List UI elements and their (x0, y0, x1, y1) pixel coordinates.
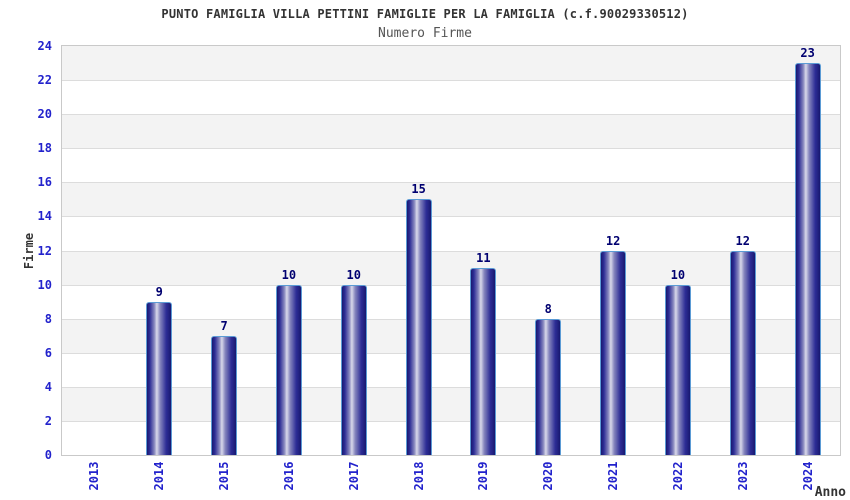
gridline (62, 250, 840, 252)
chart-title: PUNTO FAMIGLIA VILLA PETTINI FAMIGLIE PE… (161, 7, 689, 21)
plot-band (62, 420, 840, 455)
bar (664, 284, 691, 455)
gridline (62, 216, 840, 218)
x-tick-label: 2021 (606, 461, 621, 491)
bar-value-label: 11 (476, 250, 491, 265)
gridline (62, 182, 840, 184)
bar-value-label: 10 (670, 267, 686, 282)
plot-band (62, 352, 840, 387)
y-tick-label: 8 (44, 311, 52, 326)
bar (146, 301, 173, 455)
y-tick-label: 20 (37, 107, 52, 122)
gridline (62, 386, 840, 388)
gridline (62, 114, 840, 116)
y-tick-label: 12 (37, 243, 52, 258)
plot-band (62, 114, 840, 149)
plot-band (62, 250, 840, 285)
bar-value-label: 12 (605, 233, 621, 248)
plot-band (62, 216, 840, 251)
gridline (62, 148, 840, 150)
bar-value-label: 15 (411, 182, 426, 197)
plot-band (62, 284, 840, 319)
bar-value-label: 12 (735, 233, 750, 248)
x-tick-label: 2023 (735, 461, 750, 491)
bar-value-label: 7 (220, 318, 228, 333)
bar-value-label: 8 (544, 301, 552, 316)
y-tick-label: 14 (37, 209, 52, 224)
bar (470, 267, 497, 455)
y-tick-label: 22 (37, 73, 52, 88)
y-tick-label: 0 (44, 448, 52, 462)
gridline (62, 318, 840, 320)
bar (794, 63, 821, 455)
bar-value-label: 10 (281, 267, 297, 282)
bar-value-label: 23 (800, 46, 815, 61)
y-tick-label: 6 (44, 345, 52, 360)
plot-band (62, 318, 840, 353)
y-tick-label: 10 (37, 277, 52, 292)
plot-band (62, 148, 840, 183)
bar (405, 199, 432, 455)
gridline (62, 352, 840, 354)
x-tick-label: 2022 (670, 461, 685, 491)
bar-value-label: 10 (346, 267, 361, 282)
gridline (62, 284, 840, 286)
y-tick-label: 16 (37, 175, 52, 190)
plot-band (62, 80, 840, 115)
bar (275, 284, 302, 455)
gridline (62, 80, 840, 82)
y-tick-label: 4 (44, 379, 52, 394)
gridline (62, 420, 840, 422)
y-tick-label: 18 (37, 141, 52, 156)
x-tick-label: 2014 (152, 461, 167, 491)
bar-value-label: 9 (155, 284, 163, 299)
x-tick-label: 2017 (346, 461, 361, 491)
x-axis-title: Anno (814, 485, 846, 500)
plot-band (62, 46, 840, 81)
x-tick-label: 2015 (217, 461, 232, 491)
x-tick-label: 2020 (541, 461, 556, 491)
bar (600, 250, 627, 455)
plot-band (62, 386, 840, 421)
plot-band (62, 182, 840, 217)
chart-subtitle: Numero Firme (378, 26, 472, 41)
x-tick-label: 2013 (87, 461, 102, 491)
bar (211, 335, 238, 455)
x-tick-label: 2018 (411, 461, 426, 491)
y-tick-label: 2 (44, 413, 52, 428)
y-tick-label: 24 (37, 39, 52, 53)
plot-area: 9 7 10 10 15 11 8 12 10 12 23 (61, 45, 841, 456)
x-tick-label: 2024 (800, 461, 815, 491)
bar (340, 284, 367, 455)
x-tick-label: 2016 (281, 461, 296, 491)
x-tick-label: 2019 (476, 461, 491, 491)
bar (729, 250, 756, 455)
bar (535, 318, 562, 455)
